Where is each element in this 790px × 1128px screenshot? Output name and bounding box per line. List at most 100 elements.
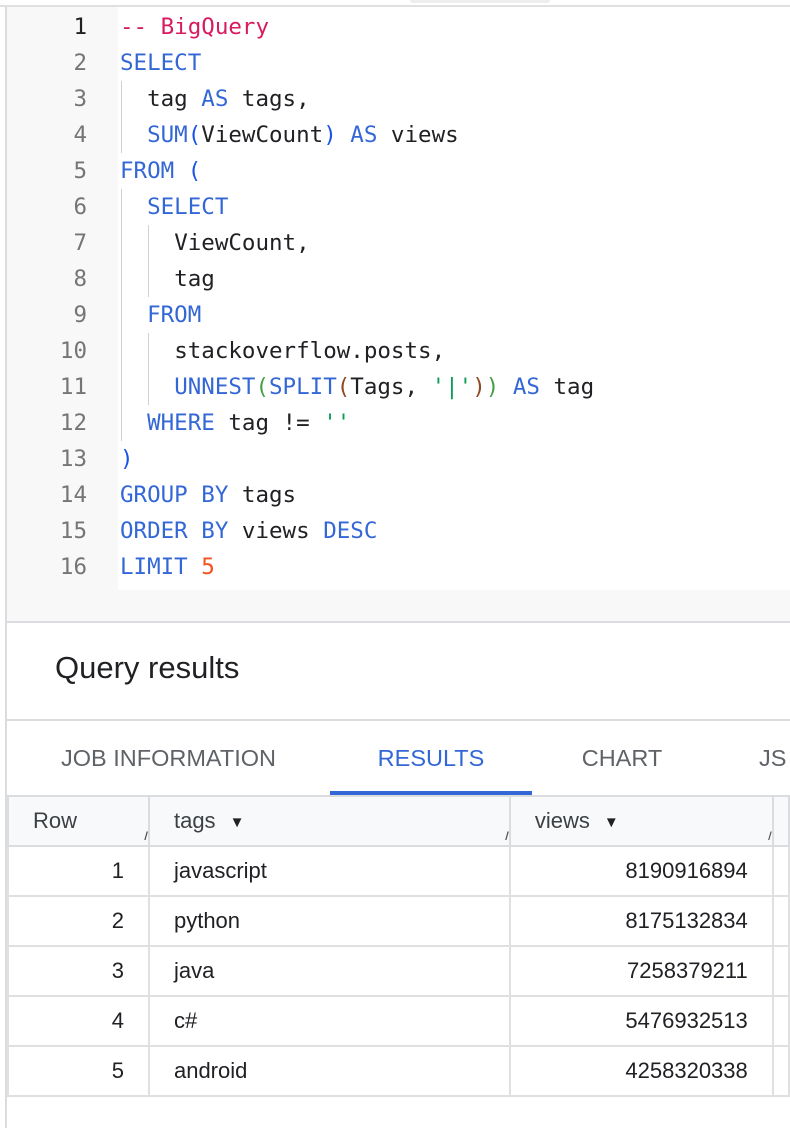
code-line[interactable]: 14 GROUP BY tags [7, 477, 790, 513]
code-text: UNNEST(SPLIT(Tags, '|')) AS tag [174, 369, 594, 405]
cell-row-number: 1 [7, 845, 150, 897]
cell-tag: java [147, 945, 511, 997]
dropdown-arrow-icon[interactable]: ▼ [603, 813, 619, 831]
dropdown-arrow-icon[interactable]: ▼ [229, 813, 245, 831]
code-text: WHERE tag != '' [147, 405, 350, 441]
token-paren_green: ) [485, 374, 500, 400]
line-number: 1 [73, 14, 87, 40]
code-text: tag AS tags, [147, 81, 310, 117]
divider [5, 621, 790, 623]
resize-handle-icon[interactable]: // [505, 829, 508, 843]
divider [5, 623, 7, 1128]
code-text: SELECT [147, 189, 228, 225]
code-line[interactable]: 15 ORDER BY views DESC [7, 513, 790, 549]
indent-guide [121, 405, 122, 441]
table-row[interactable]: 1 javascript 8190916894 [7, 845, 790, 897]
sql-editor[interactable]: 1 -- BigQuery 2 SELECT 3 tag AS tags, 4 SUM(Vie… [5, 7, 790, 621]
indent-guide [148, 225, 150, 261]
code-text: GROUP BY tags [120, 477, 296, 513]
cell-empty [771, 995, 790, 1047]
token-text: views [228, 518, 324, 544]
code-line[interactable]: 2 SELECT [7, 45, 790, 81]
resize-handle-icon[interactable]: // [768, 829, 771, 843]
line-number: 12 [59, 410, 87, 436]
token-text [499, 374, 513, 400]
token-text: tag [174, 266, 215, 292]
column-label: views [534, 808, 590, 833]
token-keyword: SUM [147, 122, 188, 148]
indent-guide [121, 297, 122, 333]
token-text: views [377, 122, 459, 148]
cell-empty [771, 845, 790, 897]
tab-job-information[interactable]: JOB INFORMATION [61, 745, 276, 771]
table-row[interactable]: 3 java 7258379211 [7, 945, 790, 997]
token-keyword: AS [350, 122, 378, 148]
line-number: 13 [59, 446, 87, 472]
code-line[interactable]: 4 SUM(ViewCount) AS views [7, 117, 790, 153]
token-paren_green: ( [255, 374, 270, 400]
code-line[interactable]: 12 WHERE tag != '' [7, 405, 790, 441]
table-row[interactable]: 2 python 8175132834 [7, 895, 790, 947]
code-line[interactable]: 13) [7, 441, 790, 477]
column-header-row[interactable]: Row // [7, 795, 150, 847]
indent-guide [148, 333, 150, 369]
code-line[interactable]: 11 UNNEST(SPLIT(Tags, '|')) AS tag [7, 369, 790, 405]
code-text: ORDER BY views DESC [120, 513, 377, 549]
code-line[interactable]: 6 SELECT [7, 189, 790, 225]
line-number: 4 [73, 122, 87, 148]
cell-tag: python [147, 895, 511, 947]
top-toolbar-edge [0, 0, 790, 7]
resize-handle-icon[interactable]: // [144, 829, 147, 843]
token-string: '|' [431, 374, 473, 400]
code-line[interactable]: 8 tag [7, 261, 790, 297]
table-row[interactable]: 4 c# 5476932513 [7, 995, 790, 1047]
token-string: '' [323, 410, 351, 436]
indent-guide [121, 117, 122, 153]
indent-guide [148, 261, 150, 297]
code-text: tag [174, 261, 215, 297]
token-text: tag [539, 374, 595, 400]
token-keyword: FROM [120, 158, 175, 184]
results-tabs: JOB INFORMATION RESULTS CHART JS [7, 721, 790, 795]
token-text: Tags, [350, 374, 432, 400]
code-line[interactable]: 9 FROM [7, 297, 790, 333]
line-number: 11 [59, 374, 87, 400]
token-paren_brown: ) [472, 374, 486, 400]
line-number: 14 [59, 482, 87, 508]
code-line[interactable]: 7 ViewCount, [7, 225, 790, 261]
code-line[interactable]: 3 tag AS tags, [7, 81, 790, 117]
line-number: 9 [73, 302, 87, 328]
code-text: ViewCount, [174, 225, 309, 261]
line-number: 15 [59, 518, 87, 544]
token-keyword: FROM [147, 302, 202, 328]
line-number: 10 [59, 338, 87, 364]
cell-row-number: 2 [7, 895, 150, 947]
token-text: tags, [228, 86, 310, 112]
token-text: ViewCount, [174, 230, 310, 256]
column-header-tags[interactable]: tags ▼ // [147, 795, 511, 847]
token-keyword: SPLIT [269, 374, 337, 400]
code-line[interactable]: 1 -- BigQuery [7, 9, 790, 45]
line-number: 6 [73, 194, 87, 220]
tab-chart[interactable]: CHART [581, 745, 663, 771]
code-line[interactable]: 5 FROM ( [7, 153, 790, 189]
code-text: SUM(ViewCount) AS views [147, 117, 459, 153]
tab-results[interactable]: RESULTS [330, 721, 532, 795]
code-line[interactable]: 16 LIMIT 5 [7, 549, 790, 585]
cell-row-number: 3 [7, 945, 150, 997]
column-header-views[interactable]: views ▼ // [508, 795, 774, 847]
table-row[interactable]: 5 android 4258320338 [7, 1045, 790, 1097]
token-keyword: DESC [323, 518, 378, 544]
cell-empty [771, 895, 790, 947]
cell-views: 8190916894 [508, 845, 774, 897]
token-keyword: UNNEST [174, 374, 256, 400]
tab-json[interactable]: JS [759, 745, 787, 771]
token-keyword: LIMIT [120, 554, 188, 580]
code-line[interactable]: 10 stackoverflow.posts, [7, 333, 790, 369]
divider [5, 719, 790, 721]
code-text: LIMIT 5 [120, 549, 215, 585]
token-keyword: SELECT [147, 194, 229, 220]
cell-row-number: 5 [7, 1045, 150, 1097]
token-paren_outer: ) [323, 122, 337, 148]
code-area[interactable] [118, 7, 790, 590]
